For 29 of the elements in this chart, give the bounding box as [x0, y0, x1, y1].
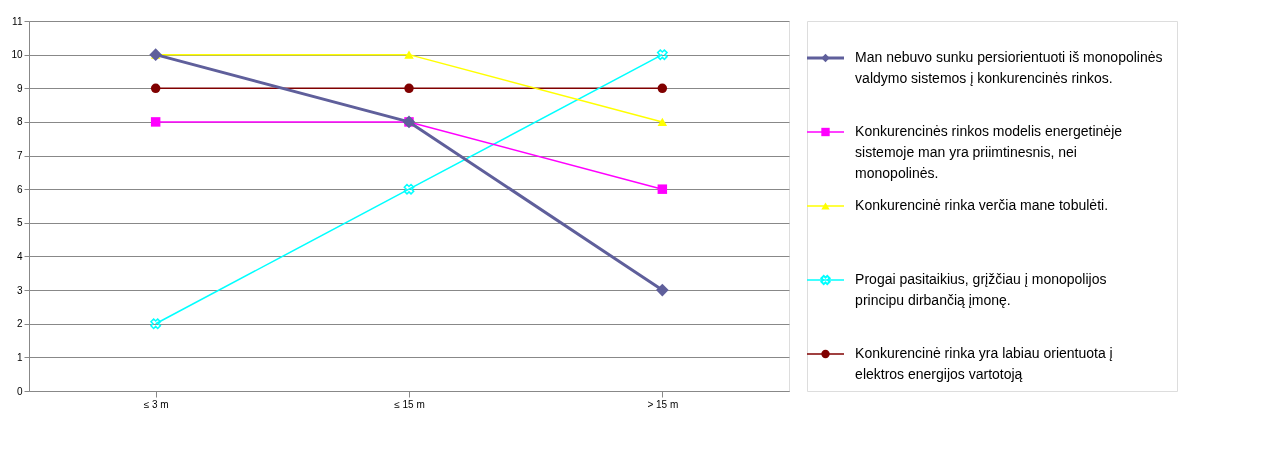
y-tick-label: 7	[16, 150, 23, 162]
y-tick-label: 0	[16, 385, 23, 397]
point	[657, 117, 668, 127]
point	[403, 183, 415, 195]
point	[150, 318, 162, 330]
y-tick-label: 11	[12, 15, 23, 27]
y-tick-label: 6	[16, 183, 23, 195]
y-tick-label: 5	[16, 217, 23, 229]
legend-label: Konkurencinės rinkos modelis energetinėje sistemoje man yra priimtinesnis, nei monopolinės.	[855, 123, 1123, 181]
point	[657, 83, 668, 94]
legend-label: Man nebuvo sunku persiorientuoti iš monopolinės valdymo sistemos į konkurencinės rinkos.	[855, 49, 1163, 86]
point	[150, 117, 161, 127]
point	[657, 184, 668, 194]
legend-label: Konkurencinė rinka verčia mane tobulėti.	[855, 197, 1109, 213]
y-tick-label: 9	[16, 82, 23, 94]
point	[656, 49, 668, 61]
x-tick-label: ≤ 3 m	[143, 398, 169, 410]
y-tick-label: 10	[11, 49, 23, 61]
y-tick-label: 8	[16, 116, 23, 128]
y-tick-label: 3	[16, 284, 23, 296]
y-tick-label: 1	[16, 351, 23, 363]
legend-label: Konkurencinė rinka yra labiau orientuota į elektros energijos vartotoją	[855, 345, 1113, 382]
point	[150, 83, 161, 94]
legend-label: Progai pasitaikius, grįžčiau į monopolijos principu dirbančią įmonę.	[855, 271, 1107, 308]
y-tick-label: 2	[16, 318, 23, 330]
point	[404, 50, 414, 59]
y-tick-label: 4	[16, 250, 23, 262]
x-tick-label: > 15 m	[647, 398, 679, 410]
x-tick-label: ≤ 15 m	[394, 398, 425, 410]
